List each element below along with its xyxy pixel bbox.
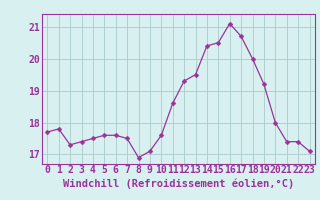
- X-axis label: Windchill (Refroidissement éolien,°C): Windchill (Refroidissement éolien,°C): [63, 178, 294, 189]
